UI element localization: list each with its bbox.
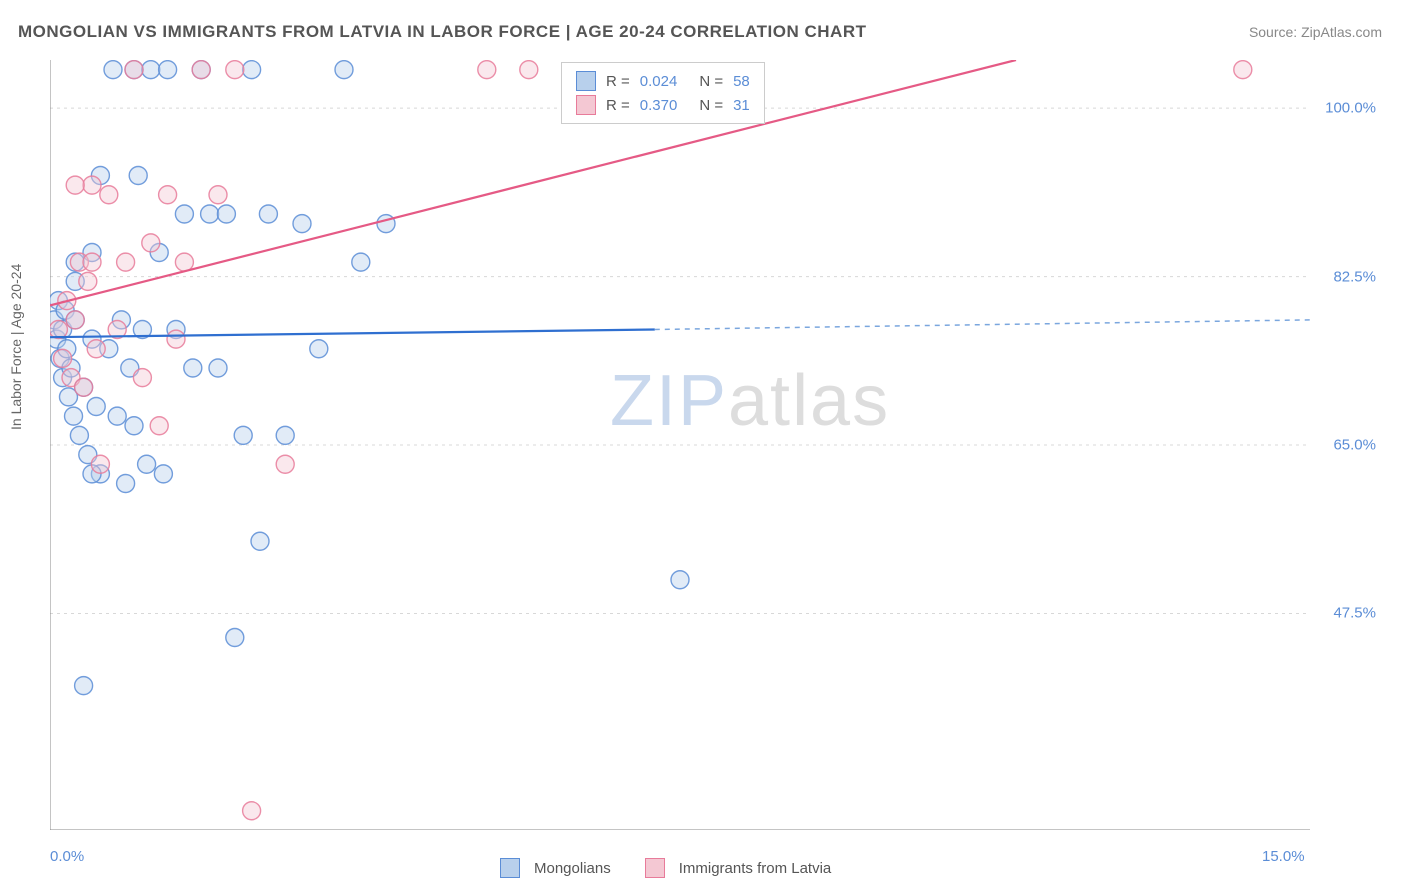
legend-swatch: [645, 858, 665, 878]
y-tick-label: 100.0%: [1325, 100, 1376, 117]
series-legend: Mongolians Immigrants from Latvia: [500, 858, 851, 878]
legend-r-label: R =: [606, 73, 630, 90]
scatter-plot: [50, 60, 1310, 830]
y-tick-label: 82.5%: [1333, 268, 1376, 285]
legend-r-label: R =: [606, 97, 630, 114]
legend-n-value: 58: [733, 73, 750, 90]
legend-swatch: [576, 71, 596, 91]
legend-n-label: N =: [699, 97, 723, 114]
legend-r-value: 0.024: [640, 73, 678, 90]
x-tick-label: 0.0%: [50, 848, 84, 865]
legend-n-label: N =: [699, 73, 723, 90]
x-tick-label: 15.0%: [1262, 848, 1305, 865]
legend-row: R = 0.370 N = 31: [576, 93, 750, 117]
y-axis-label: In Labor Force | Age 20-24: [8, 264, 24, 430]
legend-series-label: Mongolians: [534, 860, 611, 877]
correlation-legend: R = 0.024 N = 58 R = 0.370 N = 31: [561, 62, 765, 124]
chart-title: MONGOLIAN VS IMMIGRANTS FROM LATVIA IN L…: [18, 22, 866, 42]
y-tick-label: 65.0%: [1333, 437, 1376, 454]
legend-swatch: [500, 858, 520, 878]
legend-series-label: Immigrants from Latvia: [679, 860, 832, 877]
legend-n-value: 31: [733, 97, 750, 114]
y-tick-label: 47.5%: [1333, 605, 1376, 622]
legend-row: R = 0.024 N = 58: [576, 69, 750, 93]
source-attribution: Source: ZipAtlas.com: [1249, 24, 1382, 40]
legend-swatch: [576, 95, 596, 115]
legend-r-value: 0.370: [640, 97, 678, 114]
